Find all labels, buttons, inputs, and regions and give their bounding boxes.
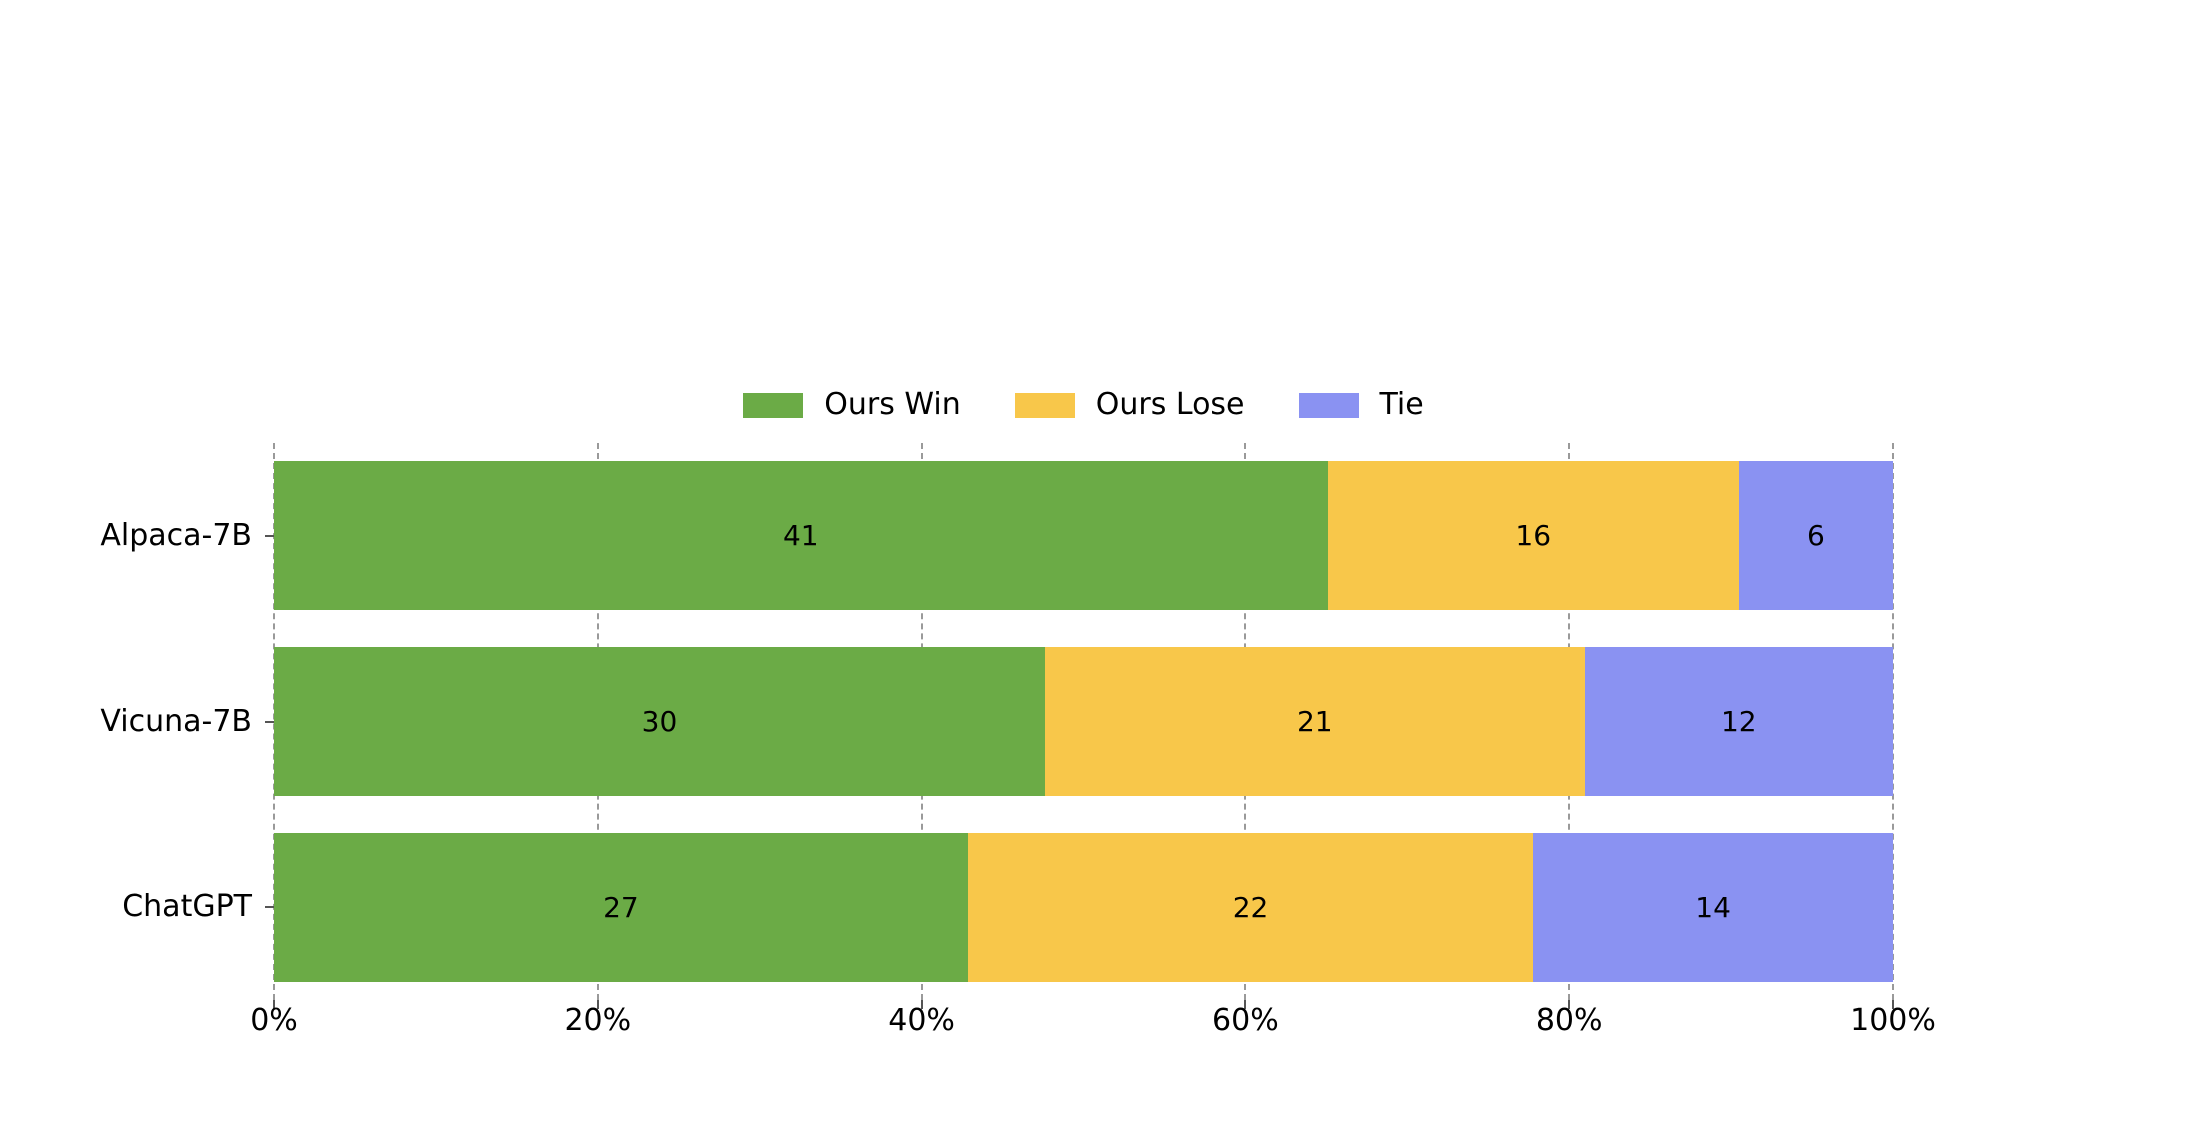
x-axis-tick-40 <box>920 1000 923 1009</box>
y-axis-label-ChatGPT: ChatGPT <box>122 889 252 925</box>
legend-swatch-win <box>743 392 804 418</box>
legend-swatch-lose <box>1014 392 1075 418</box>
y-axis-label-Vicuna-7B: Vicuna-7B <box>100 703 252 739</box>
legend-item-lose: Ours Lose <box>1014 387 1245 423</box>
legend-label: Tie <box>1379 387 1424 422</box>
x-axis-tick-20 <box>596 1000 599 1009</box>
bar-segment-tie: 14 <box>1533 832 1893 982</box>
x-axis-tick-60 <box>1244 1000 1247 1009</box>
bar-segment-win: 30 <box>274 647 1045 796</box>
bar-segment-lose: 16 <box>1327 461 1739 611</box>
x-axis-tick-label: 40% <box>888 1003 955 1038</box>
x-axis-tick-label: 20% <box>564 1003 632 1038</box>
bar-segment-lose: 21 <box>1044 647 1585 796</box>
x-axis-tick-80 <box>1568 1000 1571 1009</box>
bar-segment-lose: 22 <box>967 832 1534 982</box>
bar-value-label: 16 <box>1515 519 1552 553</box>
bar-row-Vicuna-7B: 30 21 12 <box>274 647 1893 796</box>
bar-segment-win: 27 <box>274 832 968 982</box>
y-axis-tick-ChatGPT <box>265 906 274 909</box>
y-axis-label-Alpaca-7B: Alpaca-7B <box>100 517 252 553</box>
x-axis-tick-label: 80% <box>1535 1003 1603 1038</box>
plot-area: 0% 20% 40% 60% 80% 100% 41 16 6 Alpaca-7B 30 21 12 Vi… <box>100 443 1936 1038</box>
bar-value-label: 30 <box>641 705 678 738</box>
y-axis-tick-Vicuna-7B <box>265 720 274 723</box>
bar-segment-tie: 6 <box>1738 461 1893 611</box>
gridline-100 <box>1892 443 1894 1000</box>
bar-segment-win: 41 <box>274 461 1328 611</box>
legend-label: Ours Lose <box>1095 387 1245 422</box>
y-axis-tick-Alpaca-7B <box>265 534 274 537</box>
legend-item-win: Ours Win <box>743 387 961 423</box>
bar-value-label: 6 <box>1806 519 1825 553</box>
bar-value-label: 22 <box>1232 890 1269 924</box>
bar-value-label: 27 <box>603 890 639 924</box>
bar-row-Alpaca-7B: 41 16 6 <box>274 461 1893 611</box>
bar-row-ChatGPT: 27 22 14 <box>274 832 1893 982</box>
bar-value-label: 14 <box>1695 890 1731 924</box>
x-axis-tick-label: 0% <box>250 1003 298 1038</box>
bar-value-label: 21 <box>1296 705 1333 738</box>
legend-swatch-tie <box>1298 392 1359 418</box>
legend-label: Ours Win <box>824 387 961 422</box>
bar-value-label: 41 <box>782 519 819 553</box>
x-axis-tick-0 <box>273 1000 275 1009</box>
bar-segment-tie: 12 <box>1584 647 1893 796</box>
legend-item-tie: Tie <box>1298 387 1424 423</box>
bar-value-label: 12 <box>1720 705 1757 738</box>
x-axis-tick-100 <box>1892 1000 1894 1009</box>
x-axis-tick-label: 100% <box>1850 1003 1936 1038</box>
chart-legend: Ours Win Ours Lose Tie <box>274 382 1893 428</box>
x-axis-tick-label: 60% <box>1212 1003 1279 1038</box>
